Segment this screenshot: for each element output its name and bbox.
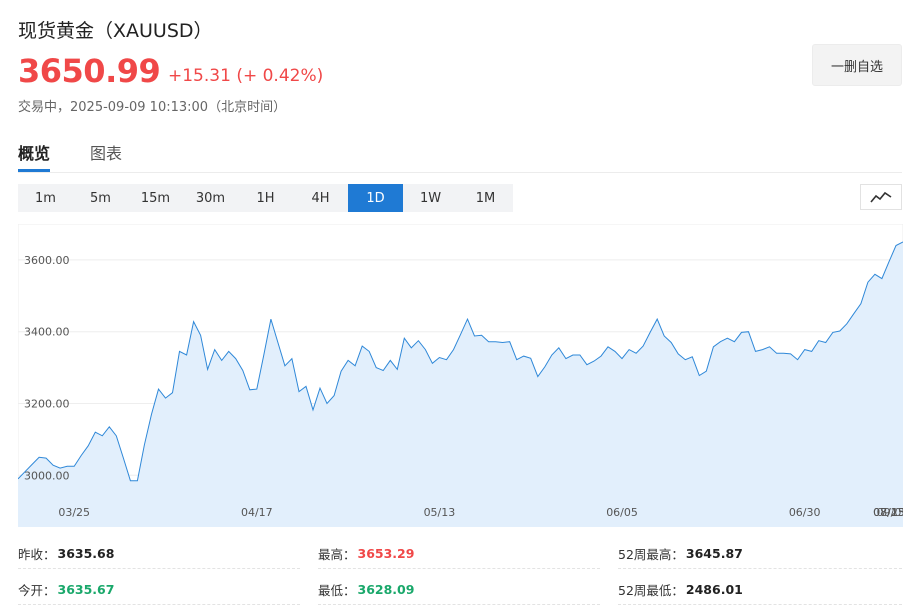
x-tick-label: 05/13	[424, 506, 456, 519]
tab-bar: 概览 图表	[18, 140, 902, 173]
x-tick-label: 04/17	[241, 506, 273, 519]
tab-overview[interactable]: 概览	[18, 140, 51, 172]
stat-value: 3635.67	[57, 582, 115, 597]
tab-chart[interactable]: 图表	[90, 144, 123, 163]
stat-high: 最高： 3653.29	[318, 544, 414, 563]
stat-value: 2486.01	[685, 582, 743, 597]
line-chart-icon	[870, 191, 892, 203]
instrument-title: 现货黄金（XAUUSD）	[18, 20, 213, 42]
x-tick-label: 07/23	[873, 506, 903, 519]
stat-label: 52周最低：	[618, 583, 684, 598]
x-tick-label: 06/05	[606, 506, 638, 519]
y-tick-label: 3400.00	[24, 326, 70, 339]
period-5m[interactable]: 5m	[90, 190, 111, 206]
period-1m[interactable]: 1m	[35, 190, 56, 206]
y-tick-label: 3200.00	[24, 397, 70, 410]
stat-label: 今开：	[18, 583, 56, 598]
stat-prev-close: 昨收： 3635.68	[18, 544, 114, 563]
period-selector: 1m 5m 15m 30m 1H 4H 1D 1W 1M	[18, 184, 513, 212]
period-15m[interactable]: 15m	[140, 190, 171, 206]
x-tick-label: 08/15	[873, 506, 903, 519]
y-tick-label: 3600.00	[24, 254, 70, 267]
y-tick-label: 3000.00	[24, 469, 70, 482]
stat-value: 3645.87	[685, 546, 743, 561]
period-1mo[interactable]: 1M	[475, 190, 496, 206]
remove-watchlist-button[interactable]: 一删自选	[812, 44, 902, 86]
stat-label: 昨收：	[18, 547, 56, 562]
row-divider	[18, 604, 300, 606]
stat-low: 最低： 3628.09	[318, 580, 414, 599]
stat-52w-high: 52周最高： 3645.87	[618, 544, 743, 563]
row-divider	[318, 604, 600, 606]
price-chart: 3000.00 3200.00 3400.00 3600.00 03/25 04/17 0…	[18, 224, 903, 527]
stat-open: 今开： 3635.67	[18, 580, 114, 599]
current-price: 3650.99	[18, 52, 161, 90]
stat-value: 3628.09	[357, 582, 415, 597]
price-area	[18, 241, 903, 527]
price-line	[18, 241, 903, 482]
row-divider	[18, 568, 300, 570]
trading-status: 交易中，2025-09-09 10:13:00（北京时间）	[18, 100, 287, 115]
stat-value: 3653.29	[357, 546, 415, 561]
chart-type-button[interactable]	[860, 184, 902, 210]
stat-value: 3635.68	[57, 546, 115, 561]
row-divider	[618, 604, 902, 606]
price-change: +15.31 (+ 0.42%)	[168, 66, 324, 86]
x-tick-label: 03/25	[58, 506, 90, 519]
stat-label: 最高：	[318, 547, 356, 562]
stat-52w-low: 52周最低： 2486.01	[618, 580, 743, 599]
row-divider	[318, 568, 600, 570]
stat-label: 52周最高：	[618, 547, 684, 562]
row-divider	[618, 568, 902, 570]
period-1h[interactable]: 1H	[256, 190, 275, 206]
x-tick-label: 06/30	[789, 506, 821, 519]
period-30m[interactable]: 30m	[195, 190, 226, 206]
x-tick-label: 09/0	[877, 506, 902, 519]
period-4h[interactable]: 4H	[311, 190, 330, 206]
period-1w[interactable]: 1W	[419, 190, 442, 206]
stat-label: 最低：	[318, 583, 356, 598]
period-1d[interactable]: 1D	[348, 184, 403, 212]
